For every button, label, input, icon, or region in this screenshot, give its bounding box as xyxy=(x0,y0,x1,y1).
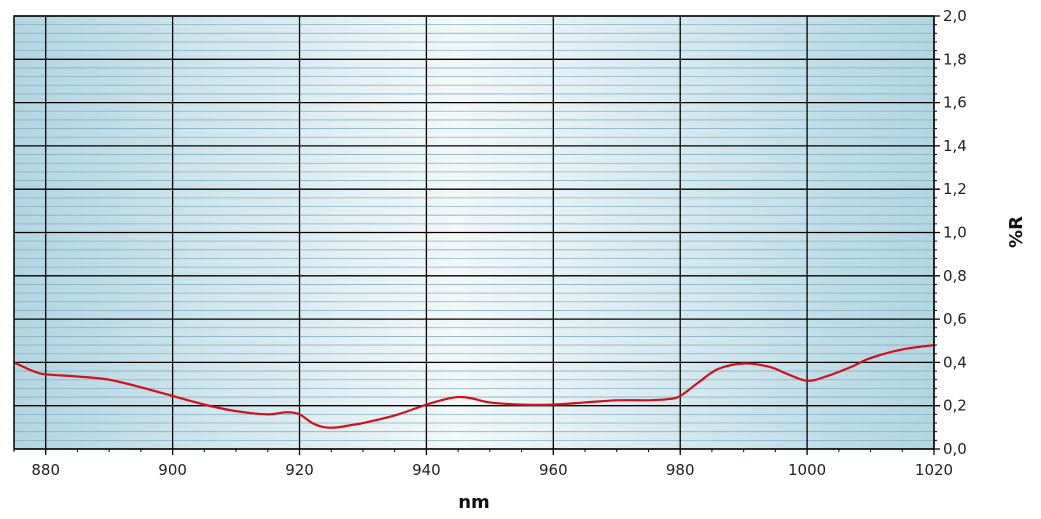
y-tick-label: 2,0 xyxy=(943,7,967,25)
y-tick-label: 0,0 xyxy=(943,440,967,458)
y-tick-label: 1,0 xyxy=(943,224,967,242)
y-tick-label: 0,6 xyxy=(943,310,967,328)
y-tick-label: 1,8 xyxy=(943,50,967,68)
x-tick-label: 900 xyxy=(158,461,187,479)
x-tick-label: 880 xyxy=(31,461,60,479)
series-line-reflectance xyxy=(14,343,934,429)
x-tick-label: 940 xyxy=(412,461,441,479)
x-axis-title: nm xyxy=(458,492,490,513)
y-tick-labels: 0,0 0,2 0,4 0,6 0,8 1,0 1,2 1,4 1,6 1,8 2,0 xyxy=(943,7,967,458)
y-tick-label: 1,4 xyxy=(943,137,967,155)
plot-frame xyxy=(13,15,935,450)
minor-grid xyxy=(14,24,934,441)
y-axis-title: %R xyxy=(1006,216,1027,248)
x-tick-label: 1020 xyxy=(915,461,953,479)
major-grid xyxy=(13,15,940,455)
y-tick-label: 0,8 xyxy=(943,267,967,285)
y-tick-label: 0,2 xyxy=(943,397,967,415)
y-tick-label: 0,4 xyxy=(943,353,967,371)
x-tick-labels: 880 900 920 940 960 980 1000 1020 xyxy=(31,461,953,479)
y-tick-label: 1,6 xyxy=(943,94,967,112)
y-tick-label: 1,2 xyxy=(943,180,967,198)
x-tick-label: 980 xyxy=(666,461,695,479)
x-tick-label: 960 xyxy=(539,461,568,479)
x-tick-label: 920 xyxy=(285,461,314,479)
x-tick-label: 1000 xyxy=(788,461,826,479)
